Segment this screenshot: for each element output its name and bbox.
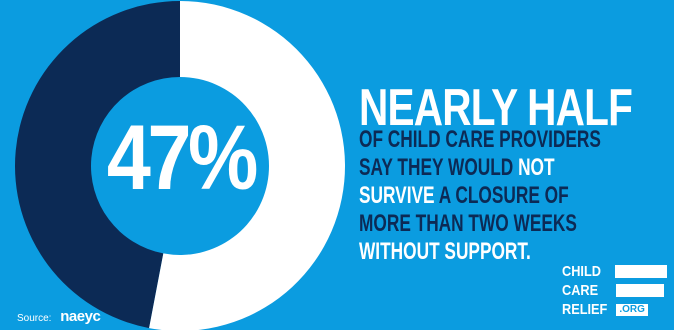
logo-word: CARE bbox=[562, 282, 599, 299]
naeyc-logo: naeyc bbox=[60, 308, 101, 325]
body-segment: OF CHILD CARE PROVIDERS bbox=[359, 126, 601, 153]
logo-bar bbox=[615, 284, 664, 297]
source-credit: Source: naeyc bbox=[17, 308, 101, 325]
body-line: SAY THEY WOULD NOT bbox=[359, 154, 647, 182]
donut-slice bbox=[149, 1, 345, 330]
body-line: MORE THAN TWO WEEKS bbox=[359, 210, 647, 238]
body-segment: WITHOUT SUPPORT. bbox=[359, 238, 531, 265]
body-line: OF CHILD CARE PROVIDERS bbox=[359, 126, 647, 154]
body-segment: SAY THEY WOULD bbox=[359, 154, 519, 181]
logo-suffix: .ORG bbox=[616, 303, 648, 316]
body-segment: A CLOSURE OF bbox=[434, 182, 569, 209]
body-segment: MORE THAN TWO WEEKS bbox=[359, 210, 577, 237]
donut-slice bbox=[15, 1, 181, 329]
body-line: WITHOUT SUPPORT. bbox=[359, 238, 647, 266]
source-label: Source: bbox=[17, 313, 52, 324]
childcarerelief-logo: CHILD CARE RELIEF .ORG bbox=[562, 262, 672, 319]
logo-word: RELIEF bbox=[562, 301, 608, 318]
center-percentage: 47% bbox=[106, 107, 258, 209]
headline: NEARLY HALF bbox=[359, 79, 633, 137]
body-line: SURVIVE A CLOSURE OF bbox=[359, 182, 647, 210]
body-segment: NOT bbox=[518, 154, 555, 181]
logo-word: CHILD bbox=[562, 263, 601, 280]
logo-bar bbox=[614, 265, 667, 278]
body-text: OF CHILD CARE PROVIDERS SAY THEY WOULD N… bbox=[359, 126, 647, 266]
body-segment: SURVIVE bbox=[359, 182, 435, 209]
